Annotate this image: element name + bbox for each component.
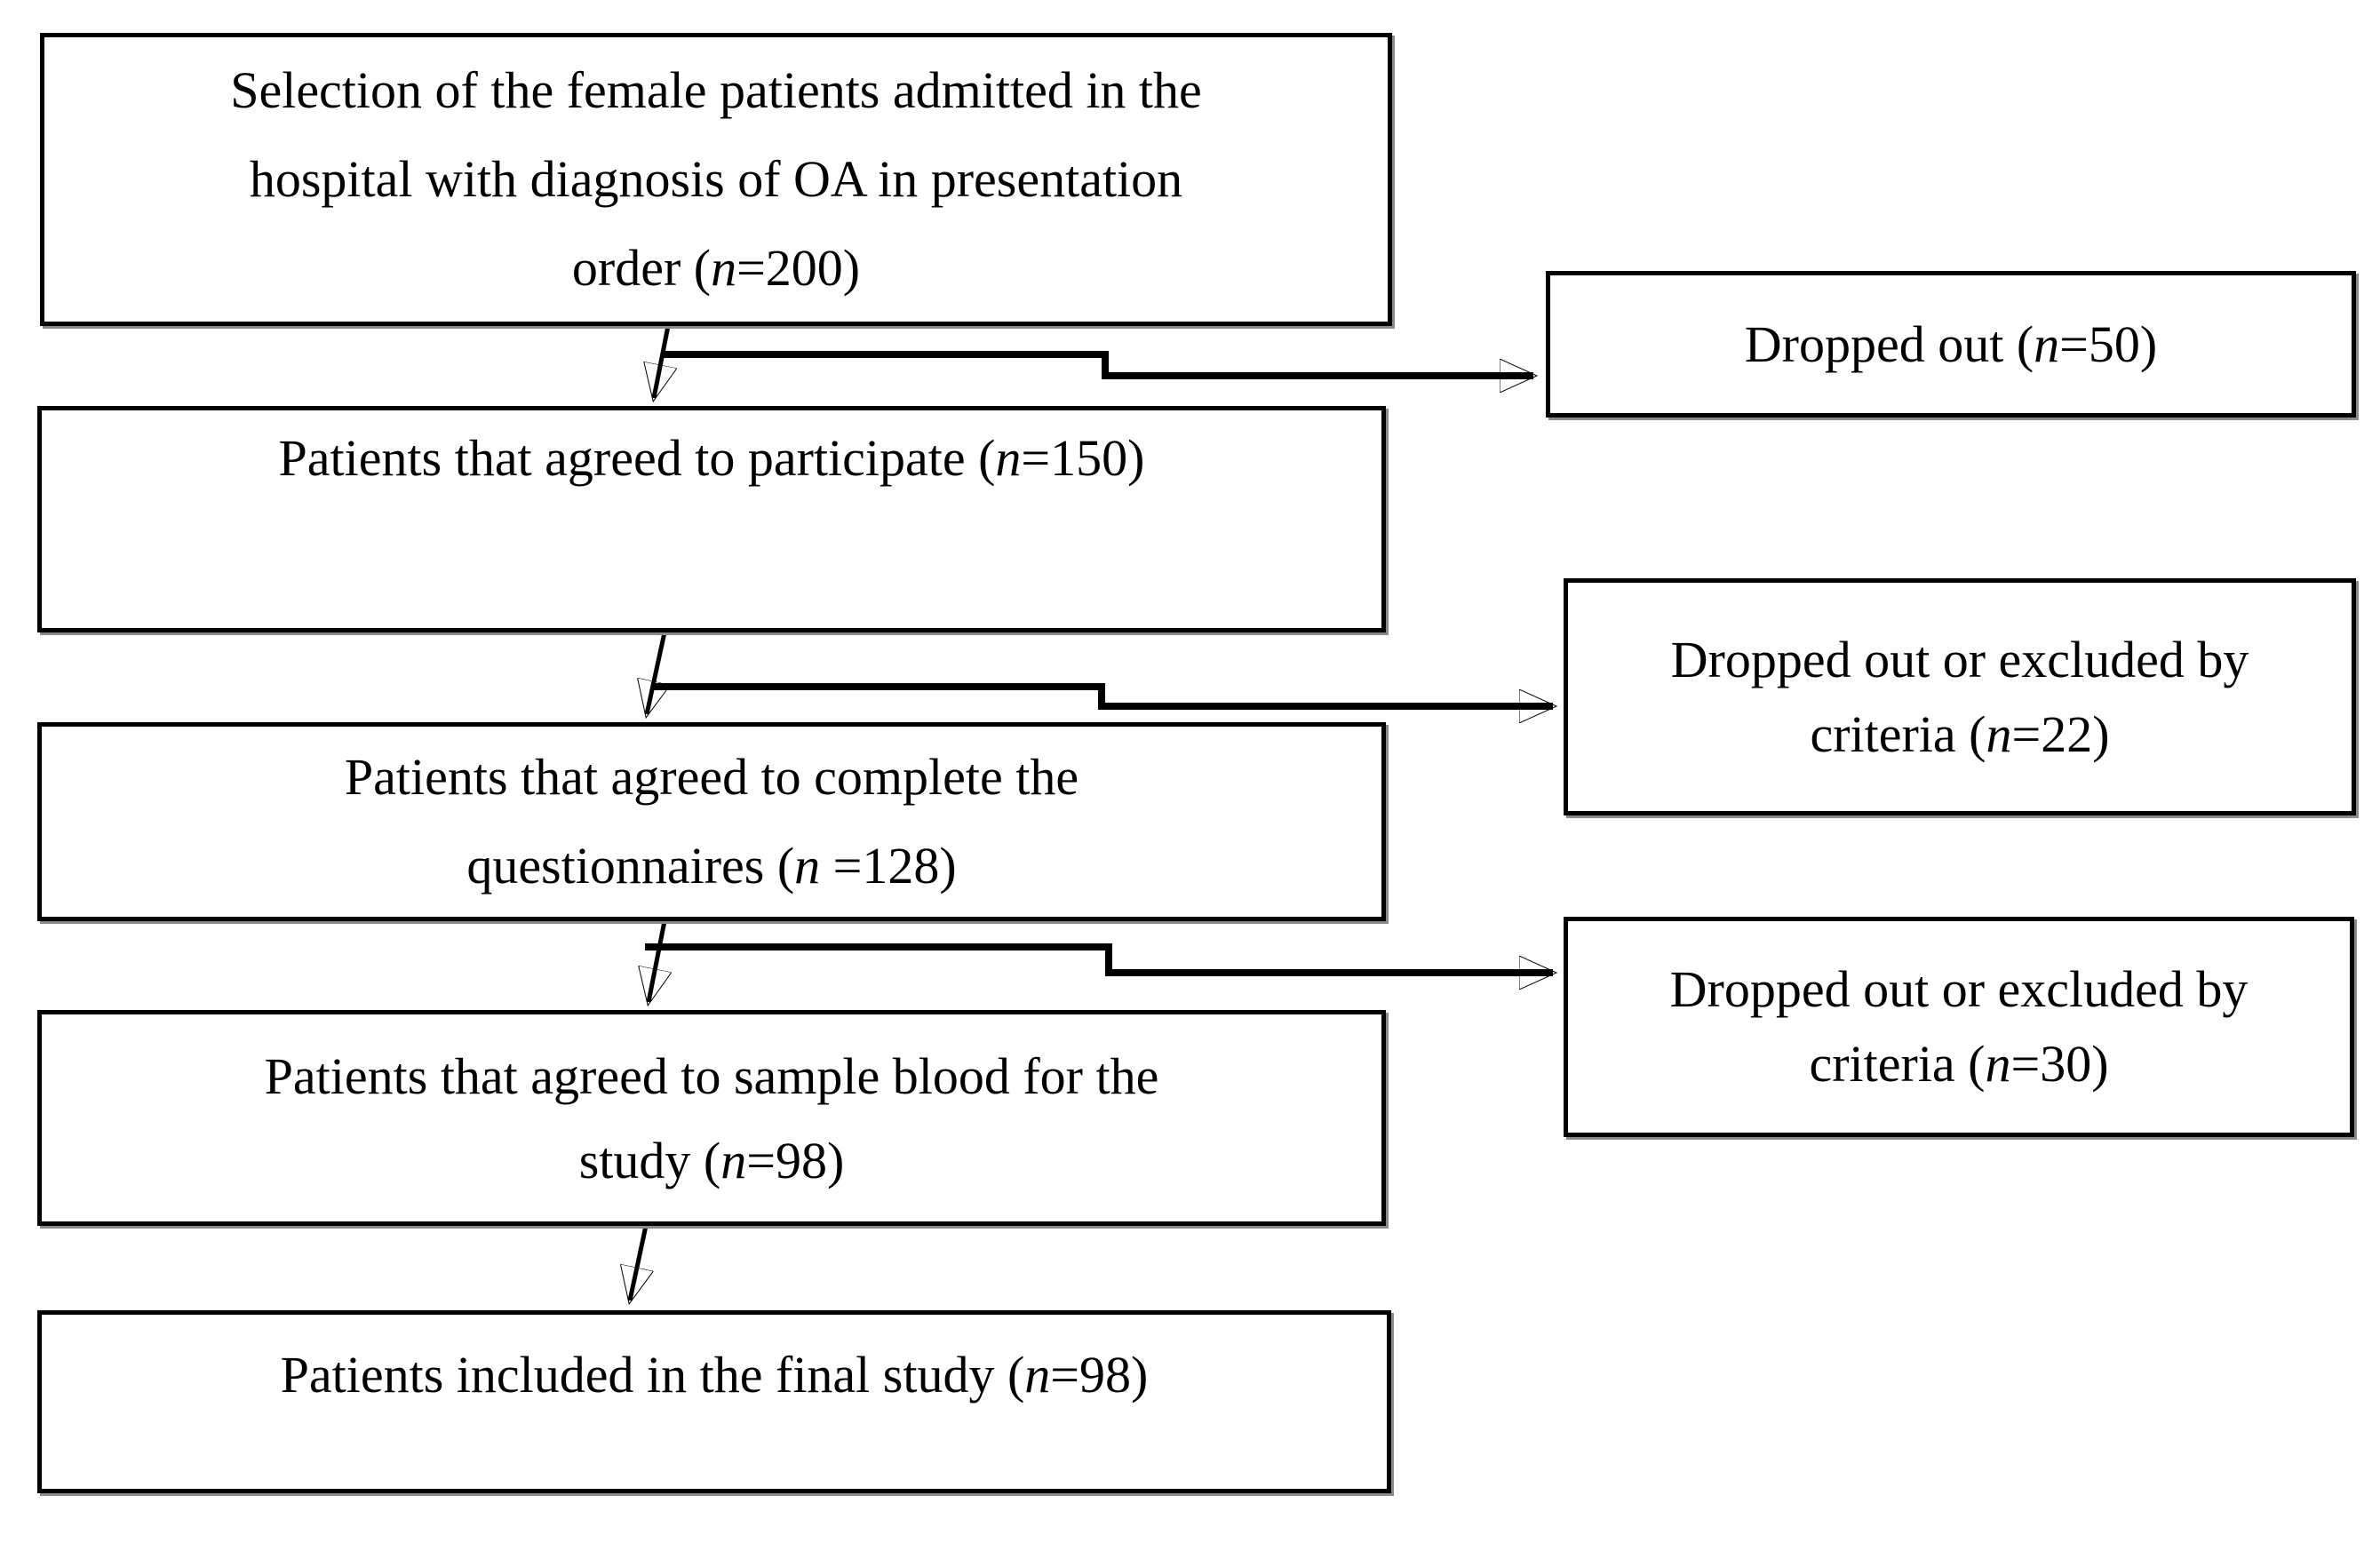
flow-box-participate-label: Patients that agreed to participate (n=1… [278,429,1145,487]
flow-box-participate: Patients that agreed to participate (n=1… [37,406,1386,632]
arrow-branch-to-dropped-1 [663,351,1533,376]
flow-box-dropped-2: Dropped out or excluded by criteria (n=22… [1564,578,2356,815]
flow-box-blood-sample-label: Patients that agreed to sample blood for… [264,1046,1159,1189]
flow-box-final-study-label: Patients included in the final study (n=… [280,1346,1149,1404]
flow-box-selection-label: Selection of the female patients admitte… [230,61,1202,297]
flow-box-dropped-1: Dropped out (n=50) [1546,271,2356,418]
flow-box-selection: Selection of the female patients admitte… [40,33,1392,326]
flow-box-dropped-3: Dropped out or excluded by criteria (n=30… [1564,917,2354,1137]
flow-box-questionnaires: Patients that agreed to complete the ques… [37,722,1386,921]
arrow-selection-to-participate [654,325,668,398]
arrow-branch-to-dropped-2 [654,683,1553,706]
flow-box-blood-sample: Patients that agreed to sample blood for… [37,1010,1386,1226]
arrow-participate-to-questionnaires [647,632,665,714]
flow-box-dropped-2-label: Dropped out or excluded by criteria (n=22… [1670,630,2249,763]
arrow-questionnaires-to-blood [649,920,665,1002]
flow-box-questionnaires-label: Patients that agreed to complete the ques… [344,748,1079,895]
flow-box-dropped-1-label: Dropped out (n=50) [1744,314,2158,373]
arrow-branch-to-dropped-3 [645,943,1553,973]
arrow-blood-to-final [630,1225,646,1300]
flow-box-dropped-3-label: Dropped out or excluded by criteria (n=30… [1669,960,2249,1093]
flow-box-final-study: Patients included in the final study (n=… [37,1310,1391,1493]
